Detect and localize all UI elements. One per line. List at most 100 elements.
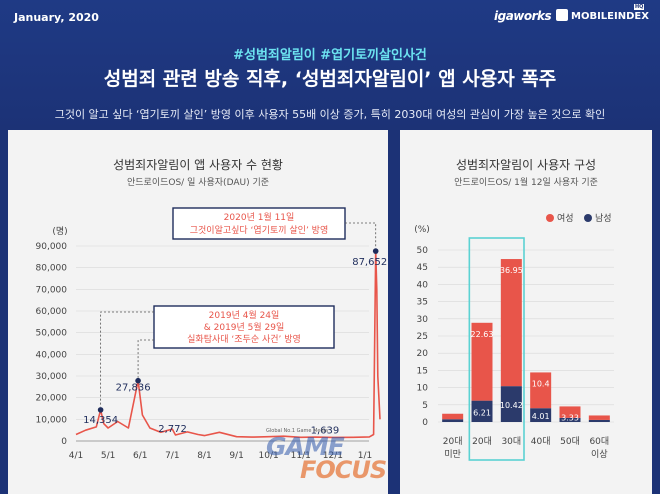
y-tick-label: 20 [417,349,429,359]
bar-data-label: 6.21 [473,408,491,417]
dau-chart-panel: 성범죄자알림이 앱 사용자 수 현황 안드로이드OS/ 일 사용자(DAU) 기… [8,130,388,494]
annotation-2-line1: 2019년 4월 24일 [209,309,280,321]
peak-marker [135,377,141,384]
y-tick-label: 40 [417,280,429,290]
data-label: 1,639 [311,425,340,436]
bar-data-label: 22.63 [471,330,494,339]
annotation-box-1 [172,207,346,240]
y-axis-unit: (%) [414,225,430,235]
mobileindex-label: MOBILEINDEX [571,11,649,22]
annotation-1-leader [345,222,377,249]
x-tick-label: 40대 [531,436,551,447]
y-tick-label: 70,000 [36,285,68,295]
mobileindex-logo: MOBILEINDEX [556,9,649,22]
y-tick-label: 30 [417,315,429,325]
watermark-game: GAME [266,432,345,461]
highlight-box [468,237,525,461]
bar-segment [471,322,493,401]
y-tick-label: 20,000 [36,394,68,404]
bar-data-label: 10.42 [500,401,523,410]
y-tick-label: 50 [417,246,429,256]
x-tick-label: 20대 [472,436,492,447]
y-tick-label: 25 [417,332,428,342]
peak-marker [97,407,104,413]
x-tick-label: 8/1 [197,451,211,461]
y-tick-label: 90,000 [36,242,68,252]
bar-chart-subtitle: 안드로이드OS/ 1월 12일 사용자 기준 [454,178,598,188]
bar-chart-title: 성범죄자알림이 사용자 구성 [455,158,597,172]
x-tick-label: 7/1 [165,451,179,461]
bar-segment [471,400,493,422]
annotation-2-line2: & 2019년 5월 29일 [204,321,285,333]
annotation-box-2 [153,305,335,349]
dau-series-line [75,250,381,439]
y-tick-label: 40,000 [36,350,68,360]
bar-data-label: 4.01 [532,412,550,421]
x-tick-label: 4/1 [69,451,83,461]
annotation-2-leader-a [100,311,154,407]
y-tick-label: 60,000 [36,307,68,317]
data-label: 87,652 [352,257,387,268]
line-chart: (명) 0 10,000 20,000 30,000 40,000 50,000 60,000… [36,207,387,461]
bar-segment [500,259,522,387]
header-background [0,0,660,130]
mobileindex-mark-icon [556,9,568,21]
y-tick-label: 15 [417,366,428,376]
watermark-tagline: Global No.1 Game Media [266,428,329,434]
line-chart-title: 성범죄자알림이 앱 사용자 수 현황 [113,158,283,172]
bar-segment [530,408,552,422]
bar-segment [442,419,464,422]
data-label: 14,354 [83,415,118,426]
data-label: 2,772 [158,424,187,435]
bar-segment [559,406,581,418]
bar-segment [559,417,581,422]
legend-label: 여성 [557,212,574,224]
x-tick-label: 10/1 [259,451,279,461]
y-tick-label: 80,000 [36,264,68,274]
legend-swatch [584,214,592,222]
y-axis-unit: (명) [52,226,67,237]
bar-segment [500,386,522,422]
y-tick-label: 5 [422,401,428,411]
bar-segment [530,372,552,409]
watermark-focus: FOCUS [300,456,387,484]
x-tick-label: 11/1 [291,451,311,461]
composition-chart-panel: 성범죄자알림이 사용자 구성 안드로이드OS/ 1월 12일 사용자 기준 (%… [400,130,652,494]
game-focus-watermark: Global No.1 Game Media GAME FOCUS [266,428,406,492]
hashtags: #성범죄알림이 #엽기토끼살인사건 [233,48,427,63]
x-tick-label: 5/1 [101,451,115,461]
y-tick-label: 0 [61,437,67,447]
report-date: January, 2020 [14,11,99,24]
x-tick-label: 50대 [560,436,580,447]
peak-marker [372,248,379,254]
y-tick-label: 50,000 [36,329,68,339]
y-tick-label: 0 [422,418,428,428]
page-subtitle: 그것이 알고 싶다 ‘엽기토끼 살인’ 방영 이후 사용자 55배 이상 증가,… [54,108,606,121]
bar-segment [588,419,610,422]
hq-badge: HQ [634,4,645,10]
annotation-1-line1: 2020년 1월 11일 [224,211,295,223]
y-tick-label: 35 [417,298,428,308]
bar-data-label: 3.33 [561,413,579,422]
igaworks-logo: igaworks [494,9,552,23]
x-tick-label: 9/1 [229,451,243,461]
x-tick-label: 6/1 [133,451,147,461]
y-tick-label: 45 [417,263,428,273]
x-tick-label: 60대 [589,436,609,447]
annotation-2-leader-b [137,339,154,378]
legend-label: 남성 [595,213,612,224]
x-tick-label: 30대 [501,436,521,447]
x-tick-label: 12/1 [323,451,343,461]
line-chart-subtitle: 안드로이드OS/ 일 사용자(DAU) 기준 [126,178,270,188]
y-tick-label: 10 [417,384,429,394]
legend-swatch [546,214,554,222]
bar-segment [588,415,610,420]
page-title: 성범죄 관련 방송 직후, ‘성범죄자알림이’ 앱 사용자 폭주 [103,68,557,90]
annotation-1-line2: 그것이알고싶다 ‘엽기토끼 살인’ 방영 [190,225,329,236]
y-tick-label: 10,000 [36,415,68,425]
x-tick-label: 20대 [443,436,463,447]
y-tick-label: 30,000 [36,372,68,382]
x-tick-label: 1/1 [358,451,372,461]
bar-data-label: 36.95 [500,266,523,275]
